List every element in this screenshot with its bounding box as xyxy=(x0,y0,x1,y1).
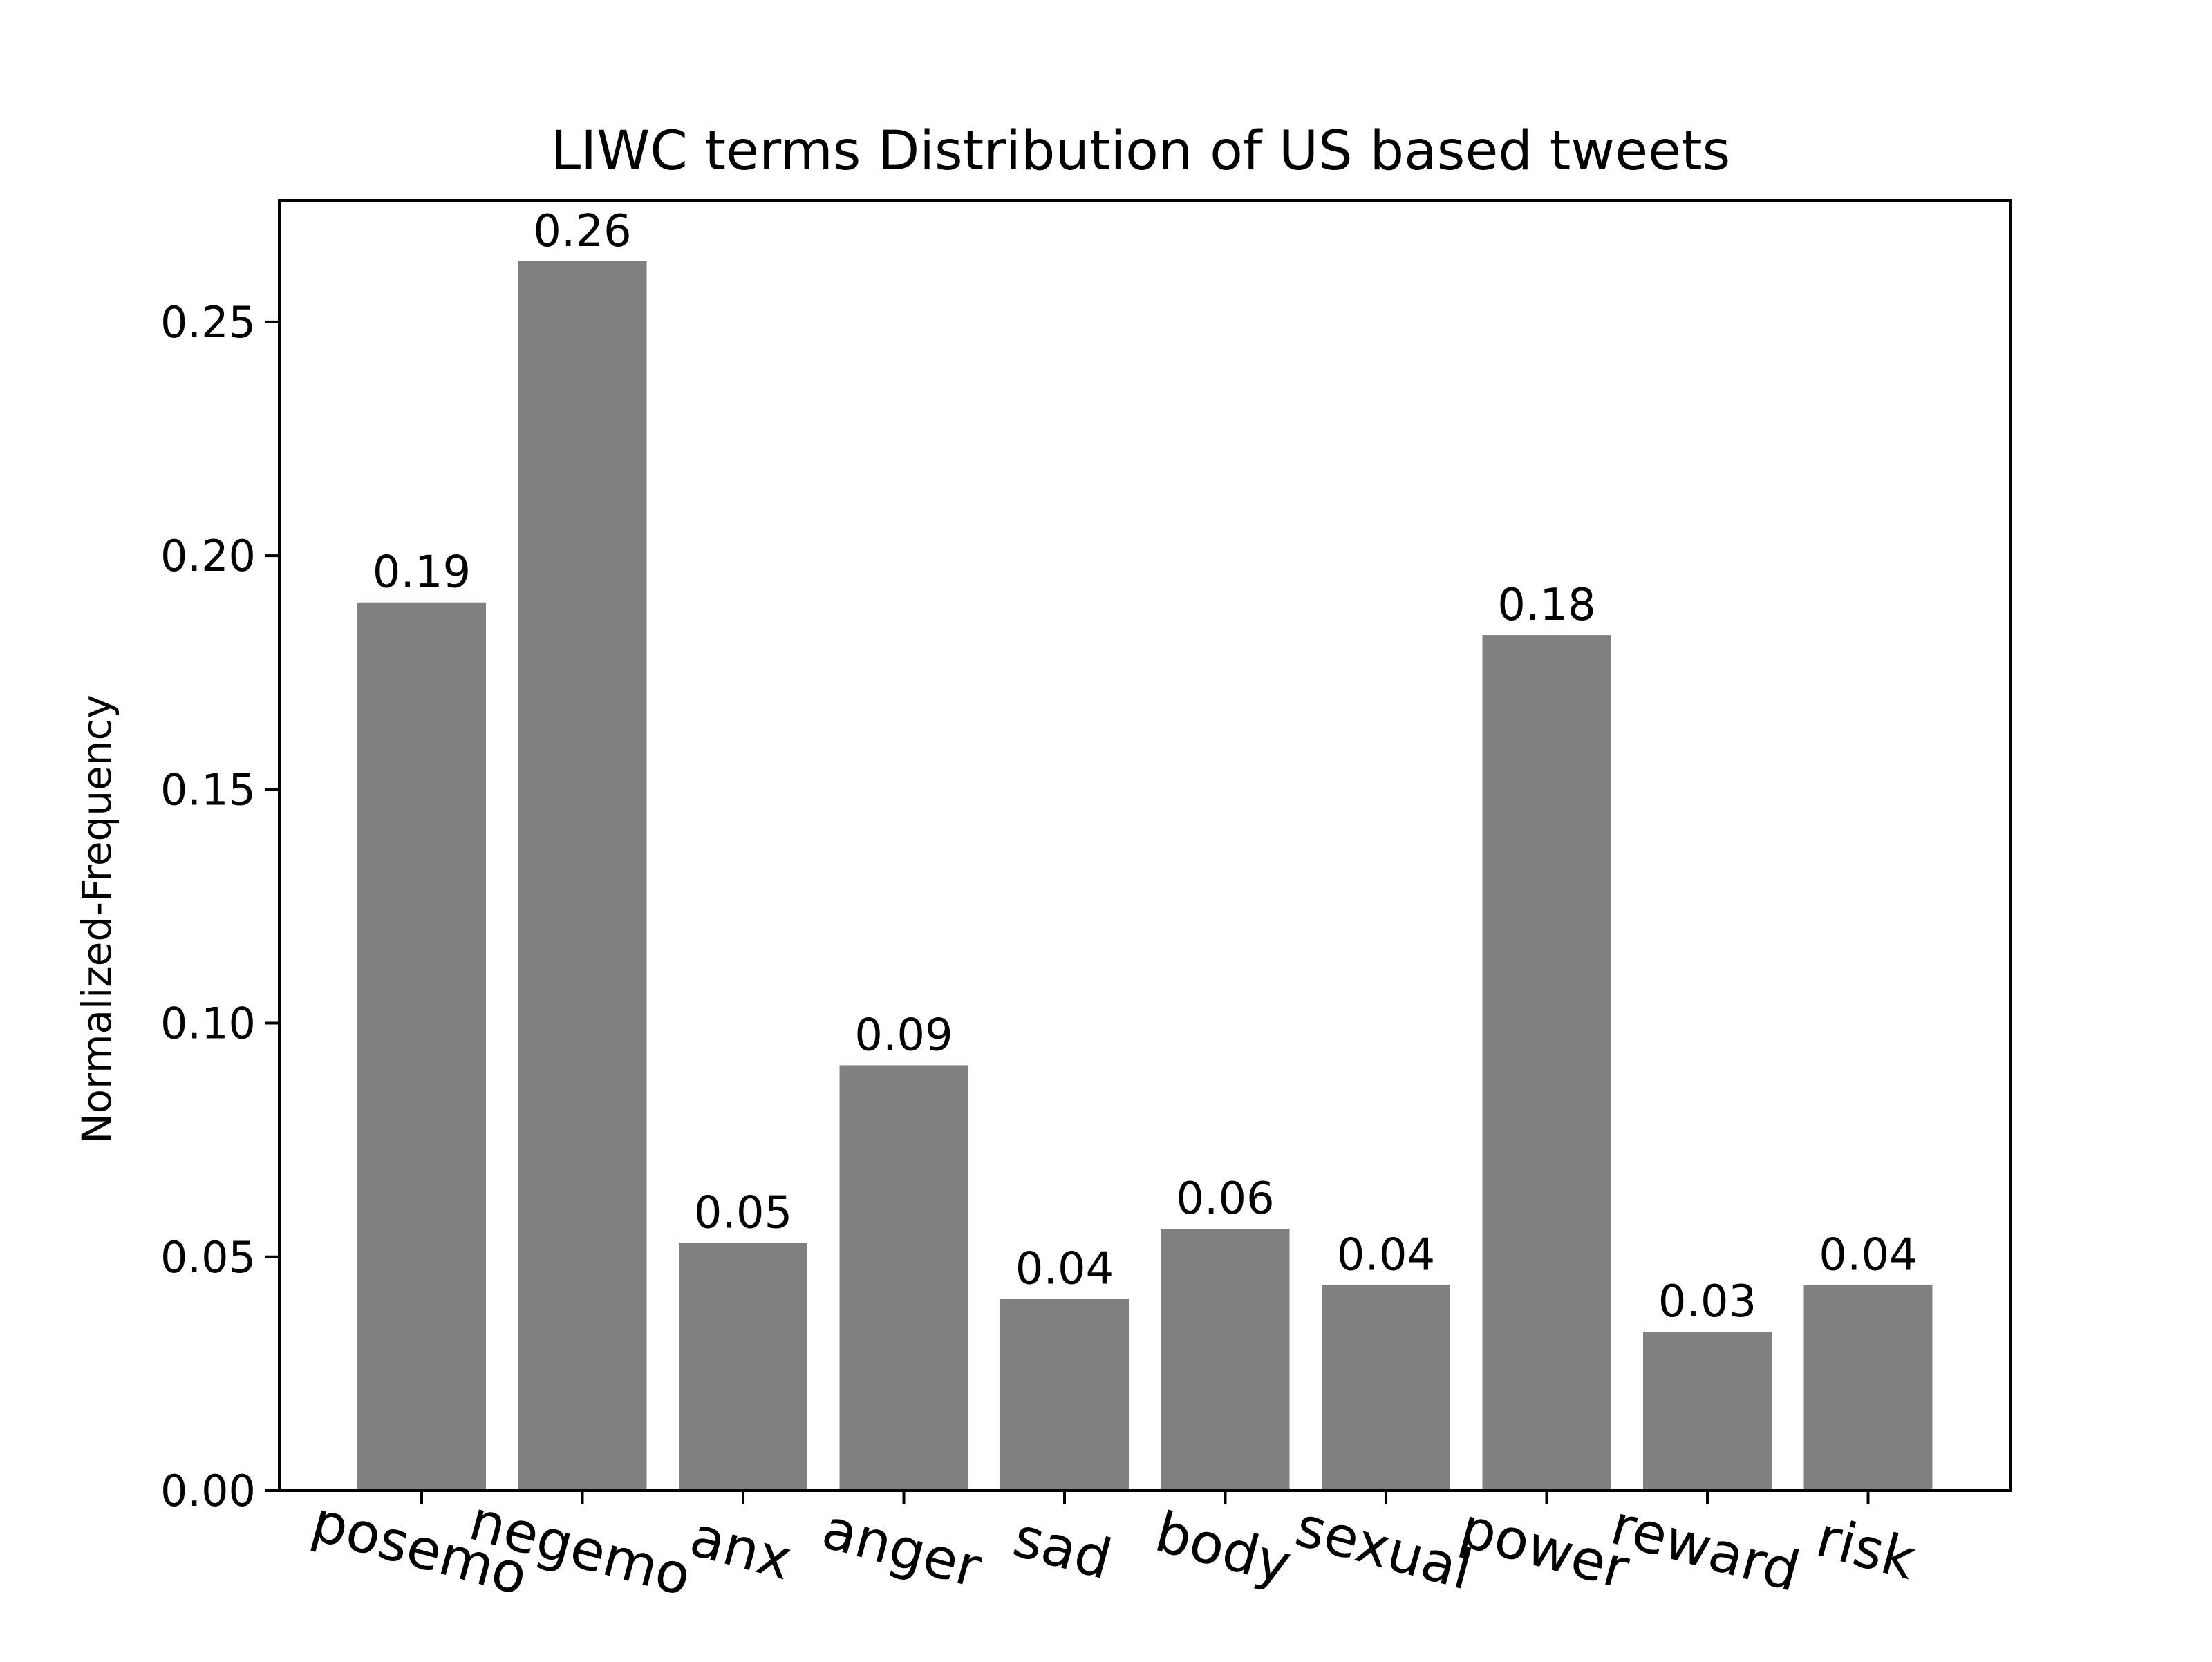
bar-value-label: 0.18 xyxy=(1497,580,1596,631)
x-tick-label: anx xyxy=(684,1504,798,1592)
bar-negemo xyxy=(518,261,647,1491)
bar-posemo xyxy=(357,602,486,1491)
bar-sexual xyxy=(1322,1285,1450,1491)
x-tick-label: body xyxy=(1149,1500,1297,1597)
y-tick-label: 0.15 xyxy=(160,764,256,815)
bar-value-label: 0.04 xyxy=(1015,1244,1114,1295)
bar-sad xyxy=(1000,1299,1129,1491)
bar-value-label: 0.26 xyxy=(533,206,632,257)
bar-value-label: 0.04 xyxy=(1819,1229,1918,1281)
y-tick-label: 0.20 xyxy=(160,531,256,581)
plot-frame xyxy=(278,199,2012,1492)
bar-anger xyxy=(839,1065,968,1491)
chart-title: LIWC terms Distribution of US based twee… xyxy=(551,120,1731,182)
bar-value-label: 0.03 xyxy=(1658,1276,1757,1328)
bars-group: 0.19 0.26 0.05 0.09 0.04 0.06 0.04 0.18 0.03 0.04 xyxy=(357,206,1933,1491)
x-tick-label: anger xyxy=(816,1496,988,1600)
x-tick-label: risk xyxy=(1810,1504,1922,1592)
bar-value-label: 0.06 xyxy=(1176,1173,1275,1225)
x-tick-label: sad xyxy=(1007,1504,1118,1592)
y-tick-label: 0.05 xyxy=(160,1232,256,1283)
x-tick-label: reward xyxy=(1604,1493,1806,1605)
bar-anx xyxy=(679,1243,807,1491)
y-tick-label: 0.25 xyxy=(160,297,256,348)
bar-value-label: 0.05 xyxy=(694,1187,793,1238)
bar-value-label: 0.09 xyxy=(854,1010,953,1061)
bar-reward xyxy=(1643,1332,1772,1491)
y-tick-label: 0.10 xyxy=(160,999,256,1049)
bar-power xyxy=(1482,635,1611,1491)
bar-body xyxy=(1161,1229,1290,1491)
x-tick-label: sexual xyxy=(1289,1494,1479,1603)
bar-value-label: 0.04 xyxy=(1337,1229,1436,1281)
bar-value-label: 0.19 xyxy=(373,547,471,598)
y-axis-label: Normalized-Frequency xyxy=(73,695,120,1143)
bar-risk xyxy=(1803,1285,1933,1491)
y-tick-label: 0.00 xyxy=(160,1466,256,1516)
